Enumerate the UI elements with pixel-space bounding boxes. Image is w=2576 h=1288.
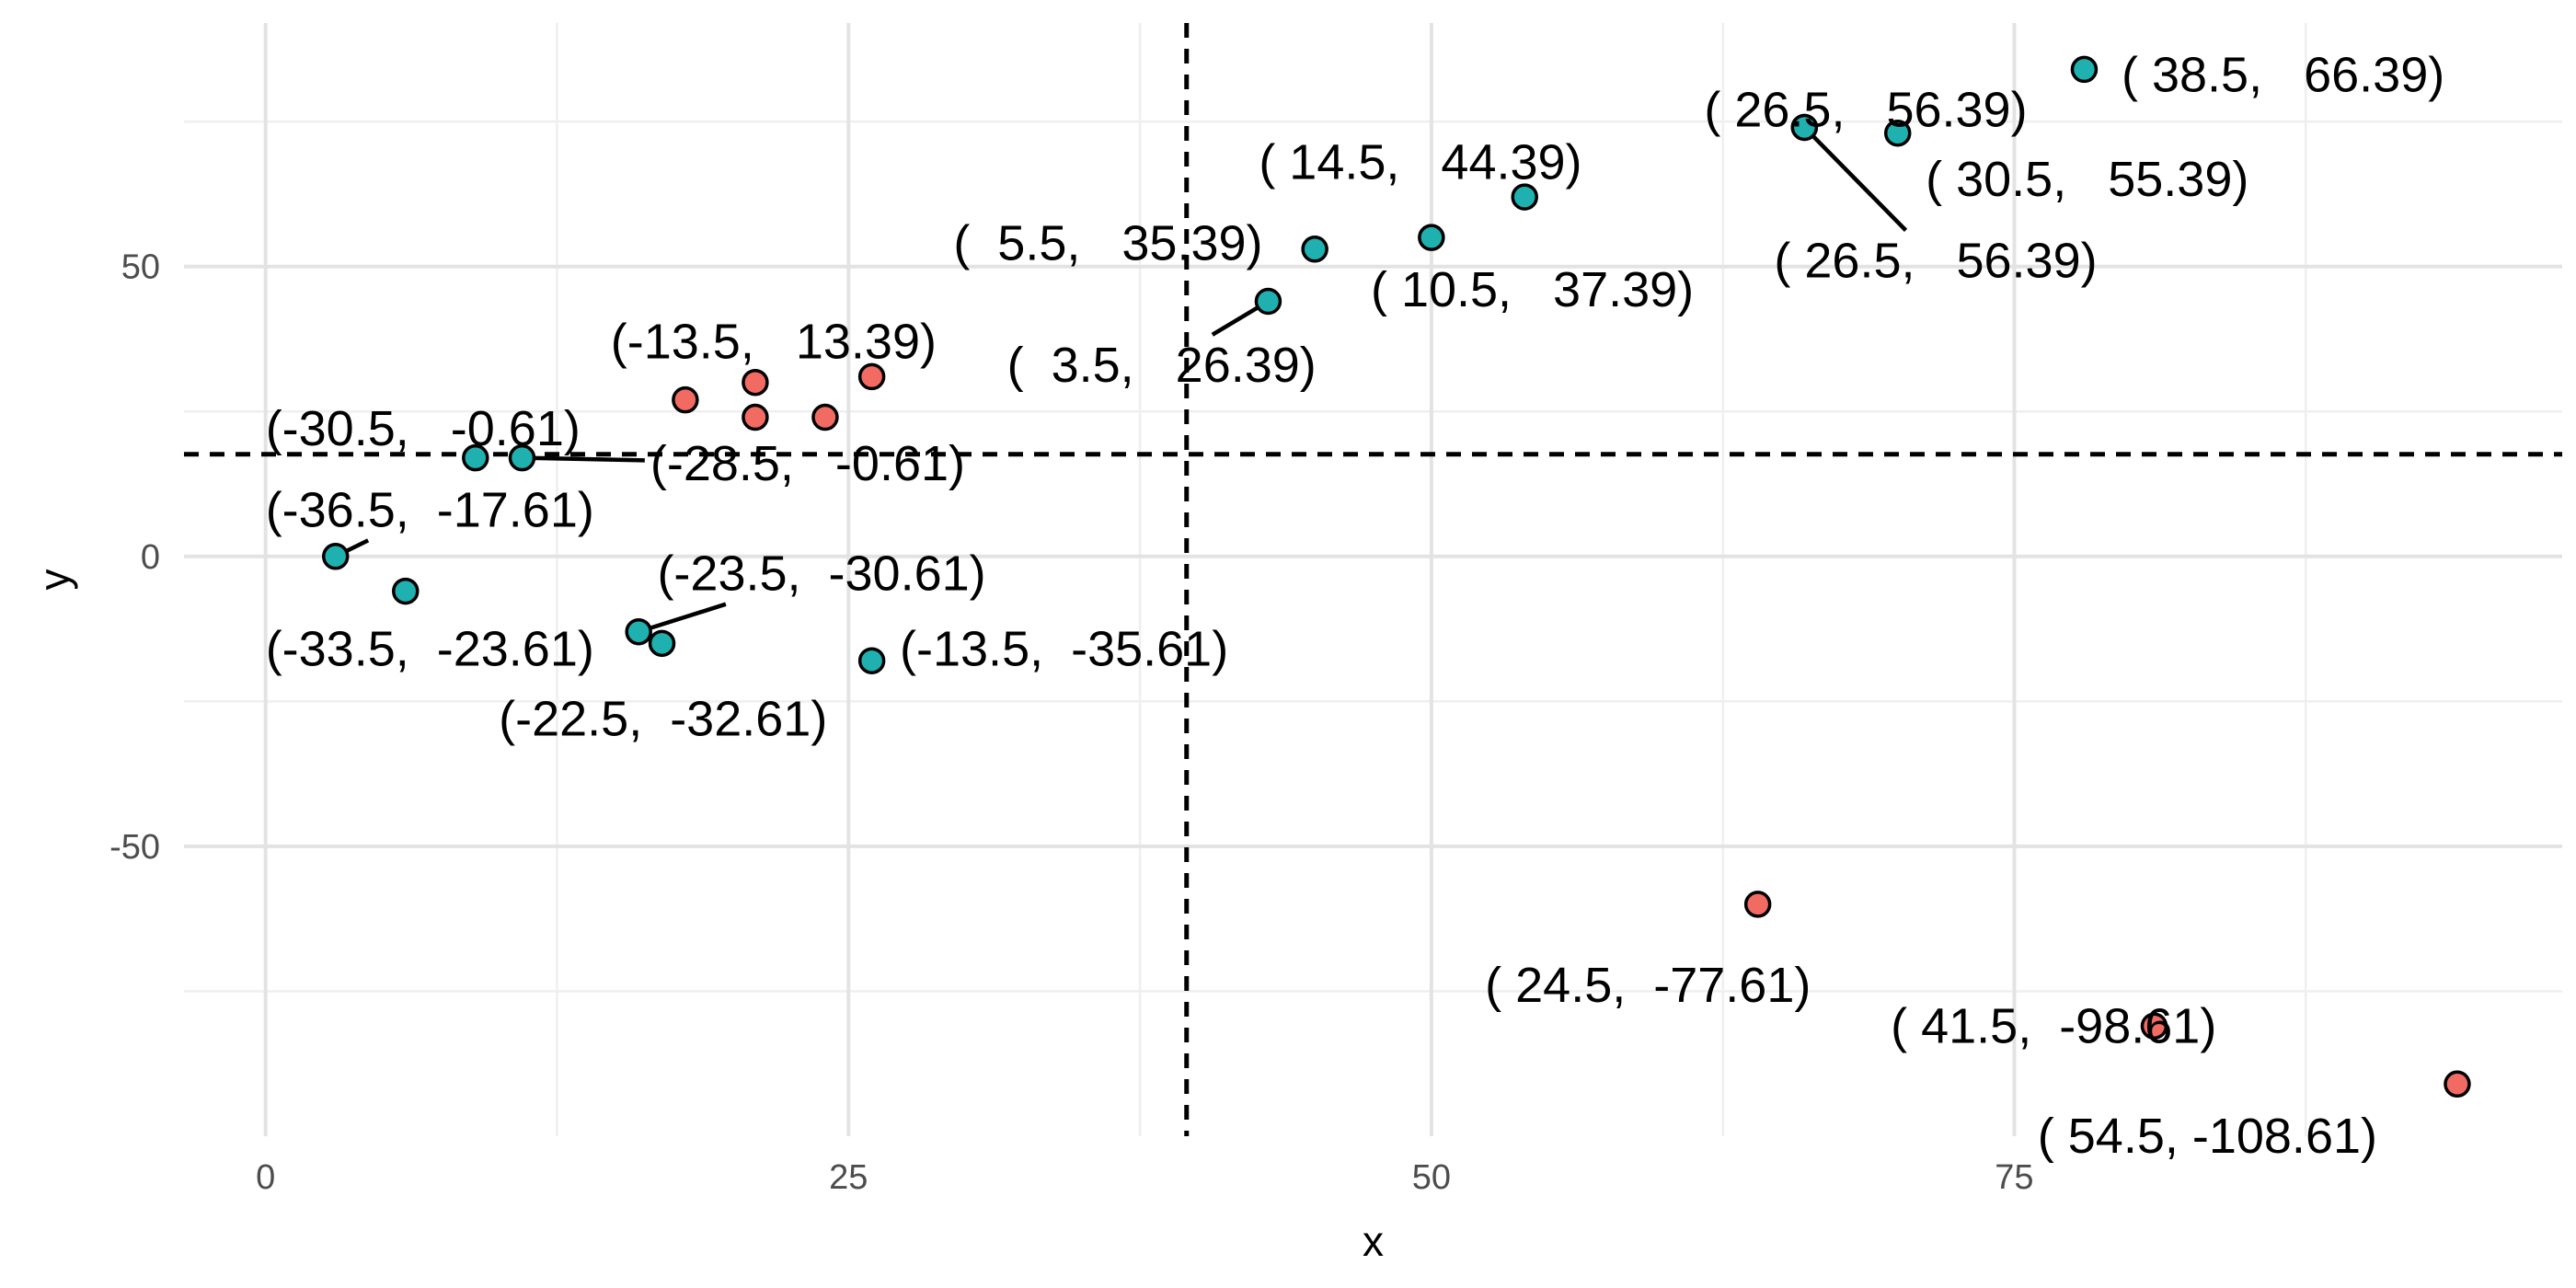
data-point [1883,119,1912,147]
reference-lines [184,23,2562,1136]
label-leader-line [649,602,727,630]
x-tick-label: 0 [256,1158,275,1197]
data-label: ( 26.5, 56.39) [1704,83,2027,138]
data-point [857,647,886,674]
data-point [2140,1012,2168,1041]
data-point [742,368,769,397]
x-tick-label: 75 [1995,1158,2033,1197]
y-tick-label: 0 [141,538,160,577]
data-point [1743,891,1772,918]
y-tick-label: -50 [109,828,160,867]
x-axis-tick-labels: 0 25 50 75 [256,1158,2033,1197]
x-tick-label: 50 [1412,1158,1451,1197]
data-point [1301,236,1328,263]
point-labels: (-36.5, -17.61) (-33.5, -23.61) (-30.5, -0… [266,48,2445,1164]
data-point [508,443,536,472]
label-leader-line [1211,305,1259,337]
data-label: ( 41.5, -98.61) [1891,998,2216,1053]
data-label: ( 54.5, -108.61) [2038,1109,2377,1164]
data-label: ( 3.5, 26.39) [1007,338,1317,393]
data-point [742,403,769,431]
x-axis-title: x [1363,1217,1384,1265]
data-label: (-36.5, -17.61) [266,482,594,537]
data-label: (-33.5, -23.61) [266,622,594,677]
label-leader-lines [345,134,1908,630]
data-label: ( 5.5, 35.39) [953,215,1262,270]
data-label: (-22.5, -32.61) [499,691,827,746]
data-point [1790,113,1819,142]
label-leader-line [1811,134,1908,232]
data-point [392,577,420,605]
data-point [2444,1070,2471,1098]
data-label: ( 24.5, -77.61) [1485,958,1811,1013]
data-point [625,617,652,646]
label-leader-line [534,455,645,463]
x-tick-label: 25 [829,1158,868,1197]
data-point [462,443,489,472]
data-label: (-23.5, -30.61) [657,546,985,602]
data-point [321,543,350,570]
data-label: ( 38.5, 66.39) [2122,48,2444,103]
data-label: ( 14.5, 44.39) [1259,134,1581,190]
data-label: (-13.5, 13.39) [611,315,937,370]
y-tick-label: 50 [121,248,160,287]
y-axis-tick-labels: -50 0 50 [109,248,160,867]
data-point [1254,287,1282,316]
data-point [1511,183,1538,211]
data-point [811,403,839,431]
label-leader-line [345,538,370,554]
major-gridlines [184,23,2562,1136]
minor-gridlines [184,23,2562,1136]
data-label: ( 26.5, 56.39) [1774,233,2097,288]
data-points [321,55,2471,1098]
data-point [857,362,886,391]
data-label: ( 10.5, 37.39) [1371,262,1694,317]
data-label: ( 30.5, 55.39) [1926,152,2248,207]
y-axis-title: y [30,569,78,591]
data-label: (-30.5, -0.61) [266,401,581,456]
data-point [1418,224,1445,251]
data-point [672,385,699,414]
data-point [648,629,676,658]
data-point [2070,55,2099,84]
data-label: (-13.5, -35.61) [900,622,1228,677]
data-label: (-28.5, -0.61) [650,436,965,491]
